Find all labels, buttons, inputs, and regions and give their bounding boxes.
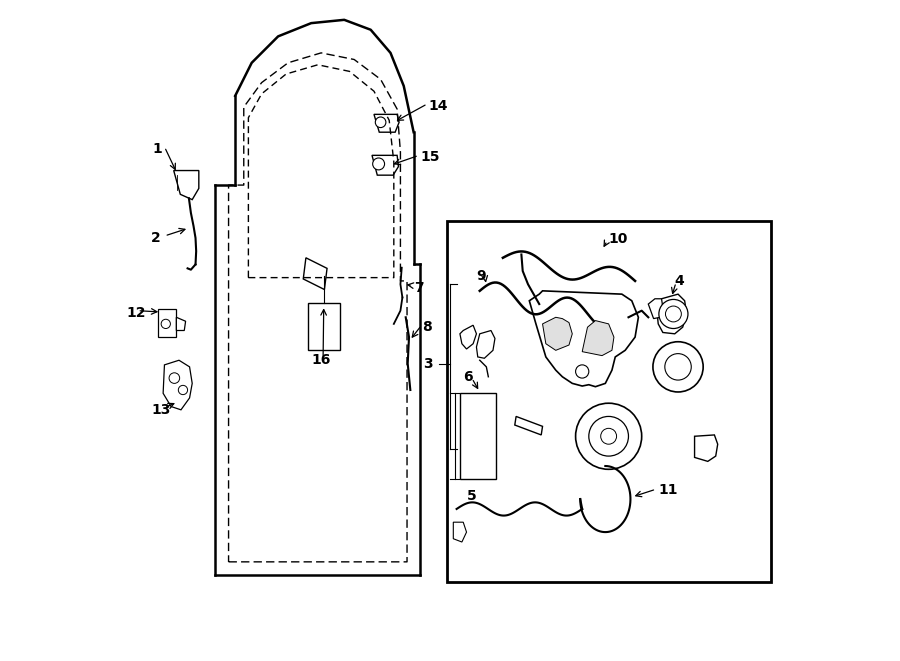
Circle shape: [161, 319, 170, 329]
Circle shape: [600, 428, 617, 444]
Polygon shape: [176, 317, 185, 330]
Bar: [446, 221, 770, 582]
Polygon shape: [543, 317, 572, 350]
Text: 16: 16: [311, 353, 330, 368]
Polygon shape: [174, 171, 199, 200]
Circle shape: [665, 306, 681, 322]
Circle shape: [652, 342, 703, 392]
Polygon shape: [163, 360, 193, 410]
Text: 1: 1: [153, 141, 162, 156]
Text: 7: 7: [414, 280, 423, 295]
Text: 5: 5: [466, 488, 476, 503]
Polygon shape: [460, 325, 476, 349]
Polygon shape: [515, 416, 543, 435]
Polygon shape: [582, 321, 614, 356]
Circle shape: [576, 365, 589, 378]
Circle shape: [178, 385, 187, 395]
Text: 9: 9: [476, 269, 486, 284]
Text: 4: 4: [675, 274, 685, 288]
Circle shape: [169, 373, 180, 383]
Circle shape: [665, 354, 691, 380]
Polygon shape: [657, 294, 687, 334]
Polygon shape: [529, 291, 638, 387]
Polygon shape: [454, 522, 466, 542]
Circle shape: [373, 158, 384, 170]
Polygon shape: [303, 258, 327, 290]
Circle shape: [375, 117, 386, 128]
Polygon shape: [374, 114, 399, 132]
Polygon shape: [158, 309, 176, 337]
Text: 8: 8: [422, 320, 432, 334]
Polygon shape: [372, 155, 399, 175]
Text: 3: 3: [424, 356, 433, 371]
Polygon shape: [695, 435, 717, 461]
Circle shape: [659, 299, 688, 329]
Polygon shape: [308, 303, 339, 350]
Polygon shape: [476, 330, 495, 358]
Text: 11: 11: [658, 483, 678, 498]
Text: 15: 15: [420, 150, 440, 165]
Text: 12: 12: [126, 305, 146, 320]
Text: 2: 2: [151, 231, 161, 245]
Text: 13: 13: [151, 403, 171, 417]
Polygon shape: [460, 393, 496, 479]
Text: 10: 10: [608, 232, 628, 247]
Circle shape: [576, 403, 642, 469]
Text: 6: 6: [464, 369, 472, 384]
Text: 14: 14: [428, 98, 448, 113]
Polygon shape: [648, 299, 662, 319]
Circle shape: [589, 416, 628, 456]
